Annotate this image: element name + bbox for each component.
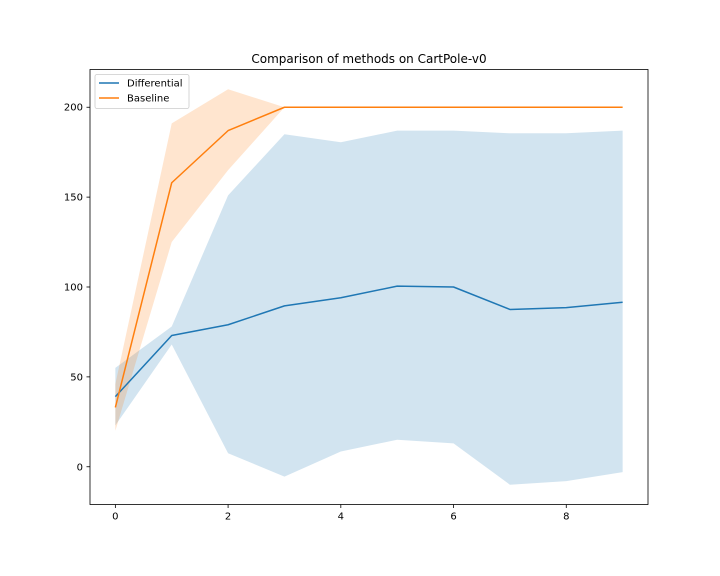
x-tick-label: 6 xyxy=(450,512,456,523)
x-tick-label: 8 xyxy=(563,512,569,523)
legend-label-differential: Differential xyxy=(127,79,183,90)
x-tick-label: 0 xyxy=(112,512,118,523)
y-tick-label: 200 xyxy=(64,103,83,114)
baseline-line xyxy=(114,106,623,408)
x-tick-label: 4 xyxy=(338,512,344,523)
legend: Differential Baseline xyxy=(94,74,190,109)
y-tick-label: 50 xyxy=(70,372,83,383)
differential-line xyxy=(114,285,623,398)
x-axis: 0 2 4 6 8 xyxy=(112,504,569,523)
chart-title: Comparison of methods on CartPole-v0 xyxy=(251,52,486,66)
differential-band xyxy=(115,130,623,485)
y-tick-label: 100 xyxy=(64,283,83,294)
y-tick-label: 150 xyxy=(64,193,83,204)
legend-label-baseline: Baseline xyxy=(127,94,169,105)
x-tick-label: 2 xyxy=(225,512,231,523)
confidence-bands xyxy=(115,89,623,485)
y-axis: 0 50 100 150 200 xyxy=(64,103,90,473)
series-lines xyxy=(114,106,623,408)
y-tick-label: 0 xyxy=(77,462,83,473)
